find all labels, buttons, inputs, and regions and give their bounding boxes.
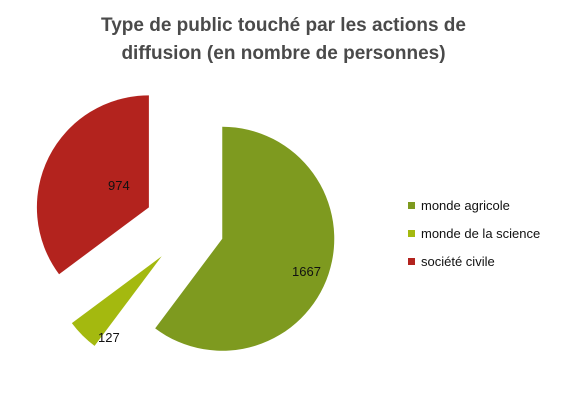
legend-label: société civile <box>421 254 495 269</box>
legend: monde agricole monde de la science socié… <box>408 196 540 280</box>
legend-swatch <box>408 258 415 265</box>
pie-slice-monde-agricole <box>155 126 335 351</box>
legend-item-monde-de-la-science: monde de la science <box>408 224 540 243</box>
pie-slices <box>36 95 335 351</box>
pie-slice-soci-t-civile <box>36 95 149 275</box>
data-label: 127 <box>98 330 120 345</box>
pie-data-labels: 1667 127 974 <box>98 178 321 345</box>
pie-slice-monde-de-la-science <box>71 256 162 346</box>
legend-label: monde de la science <box>421 226 541 241</box>
chart-title-line-2: diffusion (en nombre de personnes) <box>121 43 446 64</box>
chart-title-line-1: Type de public touché par les actions de <box>101 15 466 36</box>
data-label: 974 <box>108 178 130 193</box>
legend-swatch <box>408 202 415 209</box>
legend-item-monde-agricole: monde agricole <box>408 196 540 215</box>
legend-swatch <box>408 230 415 237</box>
chart-title: Type de public touché par les actions de… <box>0 12 567 68</box>
legend-label: monde agricole <box>421 198 510 213</box>
data-label: 1667 <box>292 264 321 279</box>
legend-item-societe-civile: société civile <box>408 252 540 271</box>
